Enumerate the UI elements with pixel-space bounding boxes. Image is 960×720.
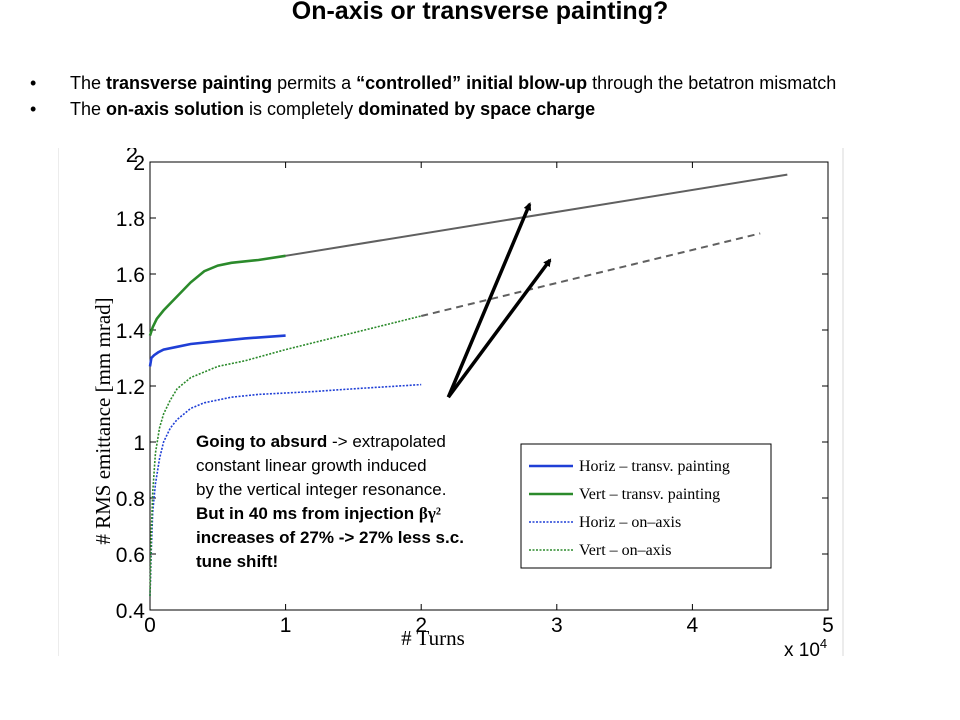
- legend: Horiz – transv. painting Vert – transv. p…: [520, 443, 772, 569]
- extrapolation-line-1: [285, 173, 788, 257]
- bullet-list: • The transverse painting permits a “con…: [30, 70, 910, 122]
- annotation-line-5: increases of 27% -> 27% less s.c.: [196, 528, 464, 547]
- arrow-2: [446, 258, 552, 399]
- y-tick-label: 1.2: [116, 376, 145, 399]
- x-tick-label: 3: [551, 614, 563, 637]
- x-tick-label: 0: [144, 614, 156, 637]
- plot-frame: [58, 148, 844, 656]
- bullet-1-bold-a: transverse painting: [106, 73, 273, 93]
- legend-label-3: Horiz – on–axis: [579, 514, 681, 531]
- y-axis-label: # RMS emittance [mm mrad]: [91, 297, 115, 544]
- annotation-text-1: -> extrapolated: [327, 432, 446, 451]
- x-multiplier-label: x 104: [784, 636, 827, 660]
- annotation-bold-1: Going to absurd: [196, 432, 328, 451]
- annotation-line-6: tune shift!: [196, 552, 279, 571]
- y-tick-label: 0.8: [116, 488, 145, 511]
- bullet-2: • The on-axis solution is completely dom…: [30, 96, 910, 122]
- y-tick-label: 0.4: [116, 600, 146, 623]
- bullet-1-bold-b: “controlled” initial blow-up: [356, 73, 588, 93]
- bullet-1: • The transverse painting permits a “con…: [30, 70, 910, 96]
- extrapolation-line-2: [420, 232, 761, 317]
- x-multiplier-base: x 10: [784, 640, 820, 660]
- bullet-1-text-c: through the betatron mismatch: [587, 73, 837, 93]
- bullet-1-text-b: permits a: [272, 73, 357, 93]
- legend-label-4: Vert – on–axis: [579, 542, 671, 559]
- axis-ticks: 0 1 2 3 4 5 0.4 0.6 0.8 1 1.2 1.4 1.6 1.8 2: [116, 152, 834, 637]
- annotation-line-2: constant linear growth induced: [196, 456, 427, 475]
- annotation-bold-4: But in 40 ms from injection: [196, 504, 419, 523]
- x-axis-label: # Turns: [401, 626, 465, 650]
- y-tick-label: 1: [133, 432, 145, 455]
- emittance-chart: 0 1 2 3 4 50.40.60.811.21.41.61.82 Horiz – tr…: [58, 148, 844, 660]
- y-tick-label: 1.6: [116, 264, 145, 287]
- annotation-line-3: by the vertical integer resonance.: [196, 480, 447, 499]
- bullet-2-text-a: The: [70, 99, 107, 119]
- series-layer: [148, 173, 788, 597]
- x-multiplier-exponent: 4: [820, 636, 827, 651]
- x-tick-label: 2: [415, 614, 427, 637]
- bullet-dot-icon: •: [30, 99, 37, 119]
- x-tick-label: 1: [280, 614, 292, 637]
- x-tick-label: 4: [687, 614, 699, 637]
- legend-label-2: Vert – transv. painting: [579, 486, 720, 503]
- arrow-1: [446, 202, 532, 398]
- y-top-partial-label: 2: [126, 148, 138, 167]
- y-tick-label: 0.6: [116, 544, 145, 567]
- annotation-line-4: But in 40 ms from injection βγ²: [196, 502, 536, 526]
- annotation-text: Going to absurd -> extrapolated constant…: [196, 430, 536, 574]
- bullet-2-bold-b: dominated by space charge: [358, 99, 596, 119]
- x-tick-label: 5: [822, 614, 834, 637]
- arrow-layer: [446, 202, 552, 399]
- legend-label-1: Horiz – transv. painting: [579, 458, 730, 475]
- series-line-1: [148, 334, 286, 367]
- bullet-2-bold-a: on-axis solution: [106, 99, 245, 119]
- y-tick-label: 2: [133, 152, 145, 175]
- beta-gamma-squared-symbol: βγ²: [418, 504, 441, 523]
- y-tick-label: 1.4: [116, 320, 146, 343]
- y-tick-label: 1.8: [116, 208, 145, 231]
- bullet-1-text-a: The: [70, 73, 107, 93]
- annotation-line-1: Going to absurd -> extrapolated: [196, 430, 536, 454]
- series-line-3: [149, 383, 422, 597]
- legend-box: [520, 443, 772, 569]
- bullet-dot-icon: •: [30, 73, 37, 93]
- slide-title: On-axis or transverse painting?: [291, 0, 669, 25]
- series-line-4: [149, 315, 422, 597]
- series-line-2: [148, 254, 286, 336]
- bullet-2-text-b: is completely: [244, 99, 359, 119]
